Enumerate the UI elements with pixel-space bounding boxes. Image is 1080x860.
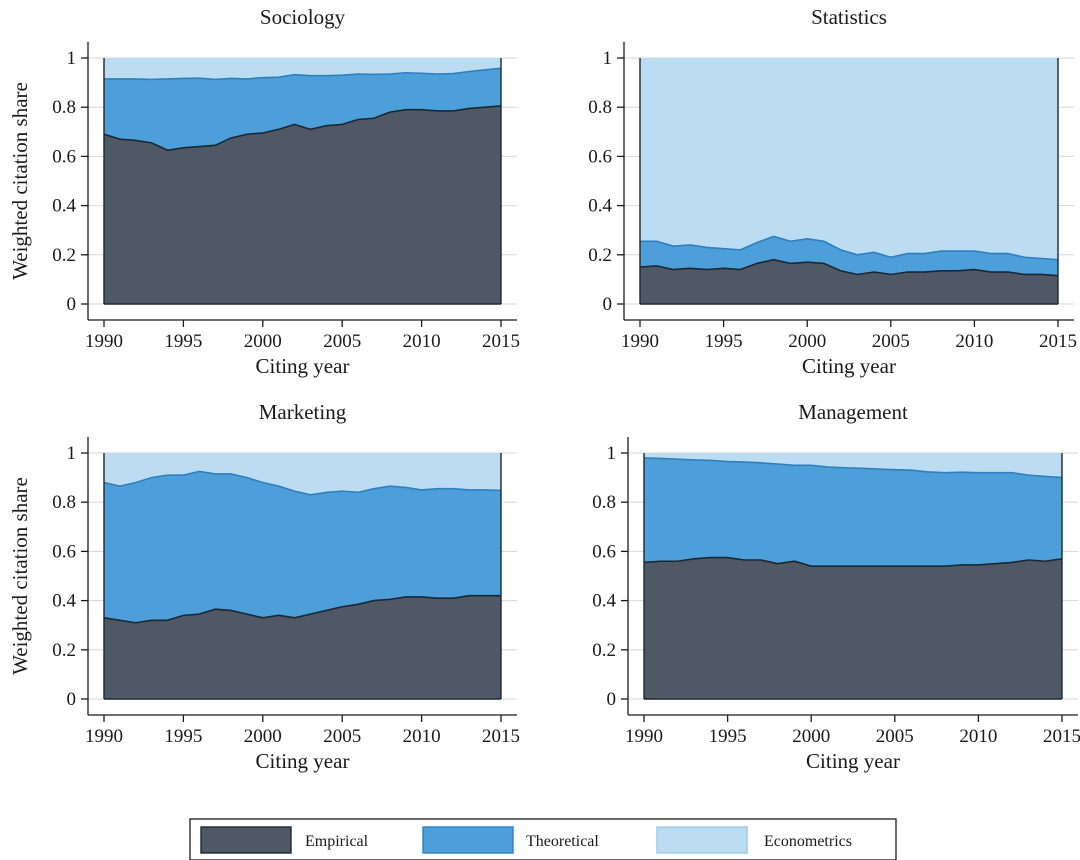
x-tick-label: 2005 bbox=[323, 726, 361, 747]
area-econometrics bbox=[104, 58, 501, 80]
y-tick-label: 0.8 bbox=[592, 492, 616, 513]
legend-label-econometrics: Econometrics bbox=[764, 833, 852, 850]
panel-sociology: Sociology 0 0.2 0.4 0.6 0.8 1 1990 1995 2000 2005 2… bbox=[8, 5, 520, 378]
panel-title: Statistics bbox=[811, 5, 887, 29]
area-empirical bbox=[644, 557, 1062, 699]
legend-swatch-econometrics bbox=[656, 826, 748, 854]
edge-theoretical bbox=[104, 67, 502, 81]
y-tick-label: 0.2 bbox=[592, 640, 616, 661]
x-tick-label: 1995 bbox=[164, 726, 202, 747]
area-econometrics bbox=[104, 453, 501, 495]
y-tick-label: 0.6 bbox=[52, 146, 76, 167]
area-theoretical bbox=[644, 457, 1062, 567]
x-tick-label: 2015 bbox=[1043, 726, 1080, 747]
y-tick-label: 0.8 bbox=[52, 492, 76, 513]
x-tick-label: 1990 bbox=[85, 726, 123, 747]
edge-empirical bbox=[639, 258, 1059, 277]
y-tick-label: 1 bbox=[67, 443, 77, 464]
x-tick-label: 1990 bbox=[85, 331, 123, 352]
area-empirical bbox=[104, 595, 501, 699]
edge-empirical bbox=[103, 594, 501, 624]
x-tick-label: 1995 bbox=[705, 331, 743, 352]
x-tick-label: 2005 bbox=[872, 331, 910, 352]
area-theoretical bbox=[104, 471, 501, 623]
y-tick-label: 1 bbox=[603, 48, 613, 69]
x-tick-label: 2005 bbox=[876, 726, 914, 747]
y-tick-label: 0.8 bbox=[52, 97, 76, 118]
panel-statistics: Statistics 0 0.2 0.4 0.6 0.8 1 1990 1995 2000 2005… bbox=[588, 5, 1077, 378]
panel-management: Management 0 0.2 0.4 0.6 0.8 1 1990 1995 2000 2005… bbox=[592, 400, 1080, 773]
x-tick-label: 2000 bbox=[244, 331, 282, 352]
legend-swatch-empirical bbox=[200, 826, 292, 854]
area-empirical bbox=[104, 105, 501, 304]
edge-empirical bbox=[643, 556, 1063, 567]
x-axis-title: Citing year bbox=[802, 354, 896, 378]
x-axis-title: Citing year bbox=[256, 354, 350, 378]
x-tick-label: 2000 bbox=[788, 331, 826, 352]
x-tick-label: 2005 bbox=[323, 331, 361, 352]
legend-swatch-theoretical bbox=[422, 826, 514, 854]
y-tick-label: 0.8 bbox=[588, 97, 612, 118]
y-tick-label: 0.2 bbox=[52, 640, 76, 661]
area-theoretical bbox=[104, 68, 501, 151]
area-econometrics bbox=[644, 453, 1062, 478]
legend-label-empirical: Empirical bbox=[305, 833, 369, 850]
area-econometrics bbox=[640, 58, 1058, 260]
x-tick-label: 2010 bbox=[403, 726, 441, 747]
x-tick-label: 2010 bbox=[403, 331, 441, 352]
x-tick-label: 2000 bbox=[244, 726, 282, 747]
y-tick-label: 0.6 bbox=[592, 541, 616, 562]
panel-title: Sociology bbox=[260, 5, 346, 29]
x-axis-title: Citing year bbox=[256, 749, 350, 773]
legend-label-theoretical: Theoretical bbox=[526, 833, 599, 850]
y-tick-label: 0.2 bbox=[588, 245, 612, 266]
y-tick-label: 0 bbox=[67, 294, 77, 315]
y-tick-label: 0 bbox=[67, 689, 77, 710]
edge-theoretical bbox=[103, 470, 502, 496]
x-tick-label: 2015 bbox=[1039, 331, 1077, 352]
x-tick-label: 2010 bbox=[955, 331, 993, 352]
x-tick-label: 2015 bbox=[482, 331, 520, 352]
panel-marketing: Marketing 0 0.2 0.4 0.6 0.8 1 1990 1995 2000 2005 2… bbox=[8, 400, 520, 773]
panel-title: Management bbox=[798, 400, 908, 424]
y-tick-label: 0 bbox=[603, 294, 613, 315]
edge-empirical bbox=[103, 105, 502, 152]
edge-theoretical bbox=[643, 457, 1063, 479]
y-tick-label: 0.4 bbox=[592, 591, 616, 612]
x-axis-title: Citing year bbox=[806, 749, 900, 773]
y-axis-title: Weighted citation share bbox=[8, 477, 32, 675]
y-tick-label: 0.6 bbox=[52, 541, 76, 562]
x-tick-label: 2010 bbox=[959, 726, 997, 747]
y-tick-label: 1 bbox=[67, 48, 77, 69]
y-tick-label: 0 bbox=[607, 689, 617, 710]
legend: Empirical Theoretical Econometrics bbox=[189, 818, 897, 860]
x-tick-label: 1990 bbox=[625, 726, 663, 747]
y-tick-label: 1 bbox=[607, 443, 617, 464]
panel-title: Marketing bbox=[259, 400, 347, 424]
y-tick-label: 0.6 bbox=[588, 146, 612, 167]
y-tick-label: 0.4 bbox=[588, 196, 612, 217]
y-tick-label: 0.4 bbox=[52, 591, 76, 612]
y-tick-label: 0.2 bbox=[52, 245, 76, 266]
x-tick-label: 2015 bbox=[482, 726, 520, 747]
y-axis-title: Weighted citation share bbox=[8, 82, 32, 280]
x-tick-label: 1995 bbox=[709, 726, 747, 747]
x-tick-label: 2000 bbox=[792, 726, 830, 747]
legend-frame bbox=[189, 818, 897, 860]
area-theoretical bbox=[640, 236, 1058, 276]
y-tick-label: 0.4 bbox=[52, 196, 76, 217]
edge-theoretical bbox=[640, 235, 1059, 261]
x-tick-label: 1990 bbox=[621, 331, 659, 352]
x-tick-label: 1995 bbox=[164, 331, 202, 352]
